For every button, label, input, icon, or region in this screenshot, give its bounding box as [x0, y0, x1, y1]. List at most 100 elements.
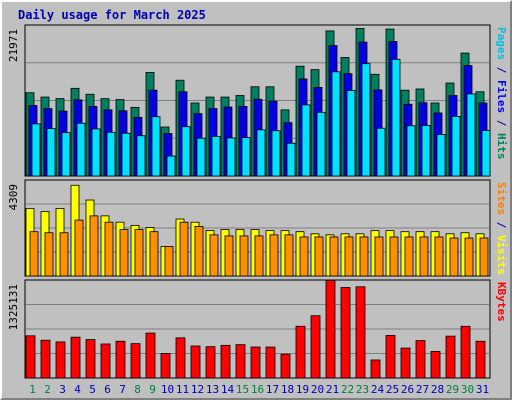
- x-tick-label: 25: [386, 383, 399, 396]
- bar-sites: [44, 232, 54, 277]
- bar-pages: [61, 132, 71, 177]
- bar-pages: [316, 111, 326, 177]
- x-tick-label: 20: [311, 383, 324, 396]
- bar-kbytes: [175, 337, 186, 379]
- bar-kbytes: [475, 340, 486, 379]
- bar-kbytes: [400, 347, 411, 379]
- x-tick-label: 15: [236, 383, 249, 396]
- x-tick-label: 31: [476, 383, 489, 396]
- bar-pages: [361, 63, 371, 177]
- bar-kbytes: [310, 315, 321, 379]
- bar-sites: [299, 236, 309, 277]
- bar-pages: [136, 135, 146, 177]
- bar-pages: [211, 135, 221, 177]
- max-label: 21971: [7, 29, 20, 62]
- x-tick-label: 7: [119, 383, 126, 396]
- bar-pages: [46, 128, 56, 177]
- bar-pages: [331, 71, 341, 177]
- bar-sites: [389, 236, 399, 277]
- bar-sites: [224, 235, 234, 277]
- bar-pages: [106, 131, 116, 177]
- legend-part: Hits: [495, 133, 508, 160]
- legend-part: /: [495, 113, 508, 133]
- legend-part: KBytes: [495, 282, 508, 322]
- bar-sites: [464, 237, 474, 277]
- x-tick-label: 13: [206, 383, 219, 396]
- x-tick-label: 17: [266, 383, 279, 396]
- bar-sites: [434, 236, 444, 277]
- bar-pages: [376, 127, 386, 177]
- bar-kbytes: [340, 287, 351, 379]
- x-tick-label: 23: [356, 383, 369, 396]
- bar-pages: [76, 122, 86, 177]
- bar-pages: [256, 129, 266, 177]
- bar-kbytes: [325, 279, 336, 379]
- bar-sites: [404, 236, 414, 277]
- max-label: 1325131: [7, 284, 20, 330]
- bar-pages: [151, 116, 161, 177]
- bar-sites: [344, 236, 354, 277]
- bar-kbytes: [145, 332, 156, 379]
- x-tick-label: 16: [251, 383, 264, 396]
- bar-pages: [391, 58, 401, 177]
- bar-kbytes: [70, 336, 81, 379]
- bar-sites: [449, 237, 459, 277]
- bar-sites: [269, 234, 279, 277]
- bar-sites: [254, 235, 264, 277]
- bar-kbytes: [205, 346, 216, 379]
- bar-sites: [149, 231, 159, 277]
- bar-pages: [301, 104, 311, 177]
- series-legend: Pages / Files / Hits: [495, 27, 508, 160]
- bar-sites: [374, 236, 384, 277]
- bar-sites: [329, 236, 339, 277]
- bar-pages: [346, 90, 356, 177]
- x-tick-label: 8: [134, 383, 141, 396]
- x-tick-label: 3: [59, 383, 66, 396]
- bar-pages: [31, 123, 41, 177]
- bar-sites: [134, 229, 144, 277]
- bar-sites: [419, 236, 429, 277]
- bar-pages: [121, 132, 131, 177]
- x-tick-label: 10: [161, 383, 174, 396]
- bar-pages: [181, 126, 191, 177]
- bar-pages: [196, 137, 206, 177]
- x-tick-label: 27: [416, 383, 429, 396]
- x-tick-label: 11: [176, 383, 189, 396]
- bar-sites: [359, 236, 369, 277]
- x-tick-label: 21: [326, 383, 339, 396]
- x-tick-label: 5: [89, 383, 96, 396]
- x-tick-label: 1: [29, 383, 36, 396]
- legend-part: Visits: [495, 235, 508, 275]
- legend-part: /: [495, 215, 508, 235]
- legend-part: Sites: [495, 182, 508, 215]
- bar-kbytes: [250, 346, 261, 379]
- bar-kbytes: [355, 286, 366, 379]
- max-label: 4309: [7, 184, 20, 211]
- bar-pages: [406, 125, 416, 177]
- bar-sites: [209, 234, 219, 277]
- bar-sites: [284, 234, 294, 277]
- bar-pages: [241, 137, 251, 177]
- bar-kbytes: [295, 325, 306, 379]
- legend-part: Files: [495, 80, 508, 113]
- x-tick-label: 30: [461, 383, 474, 396]
- bar-sites: [89, 215, 99, 277]
- x-tick-label: 9: [149, 383, 156, 396]
- bar-pages: [271, 130, 281, 177]
- x-tick-label: 22: [341, 383, 354, 396]
- bar-pages: [451, 116, 461, 177]
- bar-pages: [466, 93, 476, 177]
- bar-sites: [479, 237, 489, 277]
- bar-sites: [239, 235, 249, 277]
- chart-title: Daily usage for March 2025: [18, 8, 206, 22]
- bar-sites: [179, 221, 189, 277]
- bar-pages: [166, 155, 176, 177]
- x-tick-label: 19: [296, 383, 309, 396]
- bar-pages: [91, 128, 101, 177]
- bar-pages: [436, 134, 446, 177]
- series-legend: Sites / Visits: [495, 182, 508, 275]
- bar-kbytes: [265, 346, 276, 379]
- bar-kbytes: [100, 343, 111, 379]
- bar-pages: [421, 125, 431, 177]
